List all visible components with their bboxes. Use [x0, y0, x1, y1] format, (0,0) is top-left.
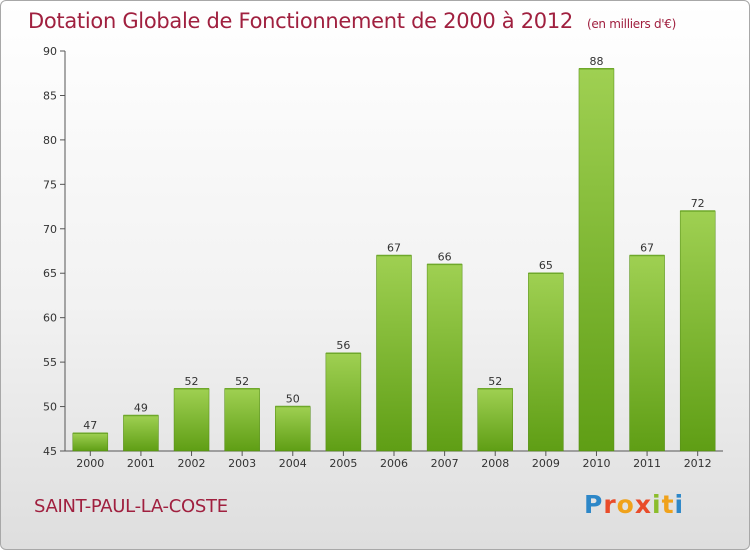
bar-2004	[275, 406, 311, 452]
y-tick-label: 45	[43, 445, 57, 458]
bar-2010	[578, 68, 615, 452]
y-tick-label: 55	[43, 356, 57, 369]
commune-name: SAINT-PAUL-LA-COSTE	[34, 496, 228, 517]
x-tick-label-2010: 2010	[582, 457, 610, 470]
y-tick-label: 90	[43, 45, 57, 58]
chart-labels: 2000 47 2001 49 2002 52 2003 52 2004 50 2005 56 2006…	[76, 55, 711, 470]
value-label-2008: 52	[488, 375, 502, 388]
value-label-2005: 56	[336, 339, 350, 352]
x-tick-label-2003: 2003	[228, 457, 256, 470]
value-label-2002: 52	[185, 375, 199, 388]
y-tick-label: 85	[43, 89, 57, 102]
chart-title-text: Dotation Globale de Fonctionnement de 20…	[28, 9, 573, 33]
x-tick-label-2011: 2011	[633, 457, 661, 470]
bar-2008	[477, 388, 513, 452]
value-label-2011: 67	[640, 241, 654, 254]
bar-2006	[376, 255, 412, 452]
bar-2011	[629, 255, 665, 452]
value-label-2009: 65	[539, 259, 553, 272]
value-label-2012: 72	[691, 197, 705, 210]
x-tick-label-2004: 2004	[279, 457, 307, 470]
y-tick-label: 50	[43, 401, 57, 414]
value-label-2007: 66	[438, 250, 452, 263]
x-tick-label-2006: 2006	[380, 457, 408, 470]
y-tick-label: 60	[43, 312, 57, 325]
value-label-2003: 52	[235, 375, 249, 388]
x-tick-label-2012: 2012	[684, 457, 712, 470]
y-tick-label: 75	[43, 178, 57, 191]
value-label-2004: 50	[286, 393, 300, 406]
x-tick-label-2002: 2002	[178, 457, 206, 470]
bar-2002	[173, 388, 210, 452]
x-tick-label-2005: 2005	[329, 457, 357, 470]
value-label-2001: 49	[134, 401, 148, 414]
value-label-2006: 67	[387, 241, 401, 254]
proxiti-logo[interactable]: Proxiti	[584, 490, 685, 519]
bar-2005	[325, 352, 362, 452]
value-label-2000: 47	[83, 419, 97, 432]
chart-title: Dotation Globale de Fonctionnement de 20…	[28, 9, 676, 33]
y-tick-label: 70	[43, 223, 57, 236]
chart-subtitle: (en milliers d'€)	[586, 17, 676, 31]
bar-2001	[123, 415, 159, 452]
x-tick-label-2001: 2001	[127, 457, 155, 470]
bar-2007	[426, 264, 463, 452]
chart-bars	[72, 68, 716, 452]
x-tick-label-2000: 2000	[76, 457, 104, 470]
value-label-2010: 88	[589, 55, 603, 68]
bar-2000	[72, 432, 109, 452]
bar-2012	[679, 210, 716, 452]
y-tick-label: 65	[43, 267, 57, 280]
bar-2009	[528, 272, 564, 452]
x-tick-label-2007: 2007	[431, 457, 459, 470]
y-tick-label: 80	[43, 134, 57, 147]
x-tick-label-2008: 2008	[481, 457, 509, 470]
bar-2003	[224, 388, 260, 452]
x-tick-label-2009: 2009	[532, 457, 560, 470]
